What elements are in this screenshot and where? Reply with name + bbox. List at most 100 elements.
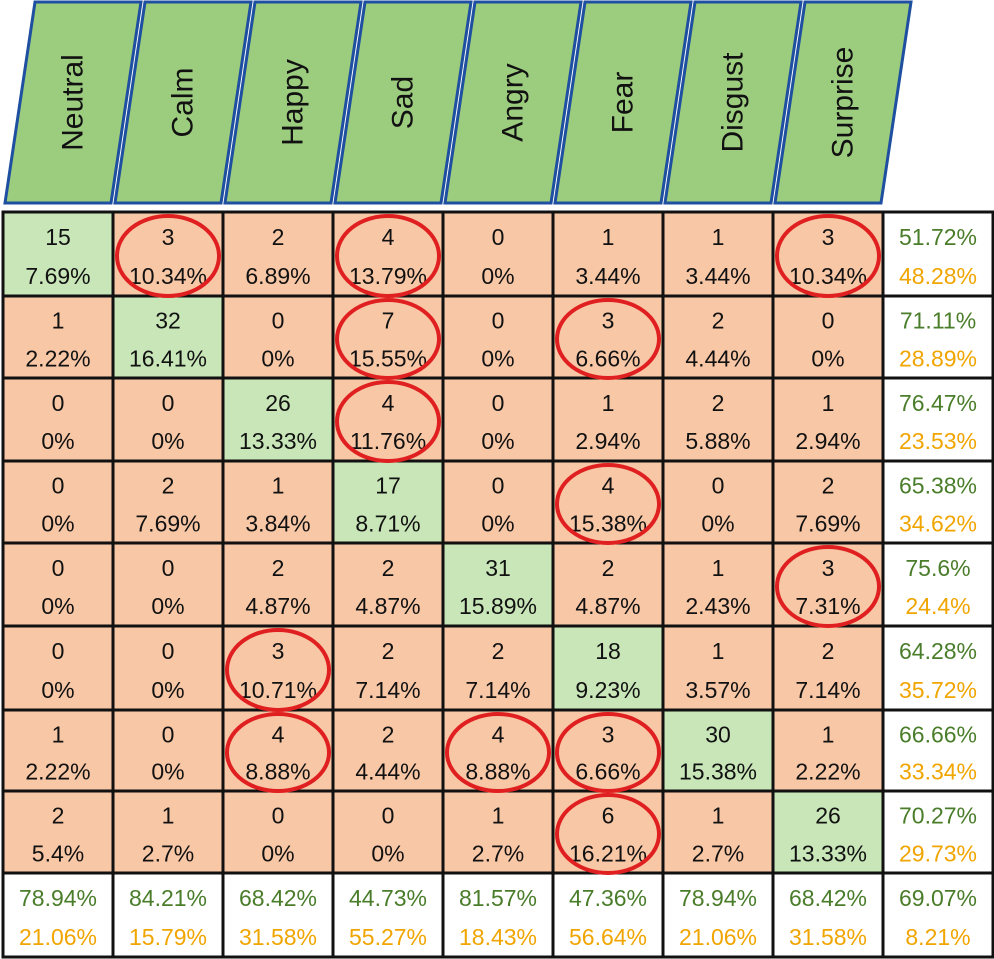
row-summary-0-count: 51.72% xyxy=(899,224,977,250)
header-calm-shape xyxy=(113,0,253,205)
col-summary-3-percent: 55.27% xyxy=(349,924,427,950)
cell-r2-c4-count: 0 xyxy=(492,390,505,416)
column-headers: Neutral Calm Happy Sad Angry Fear Disgust Surpr… xyxy=(3,0,913,205)
cell-r2-c0-count: 0 xyxy=(52,390,65,416)
cell-r1-c1-percent: 16.41% xyxy=(129,345,207,371)
cell-r1-c3-percent: 15.55% xyxy=(349,345,427,371)
cell-r4-c6-bg xyxy=(661,541,775,628)
col-summary-0-bg xyxy=(1,871,115,959)
cell-r0-c3-percent: 13.79% xyxy=(349,263,427,289)
overall-summary-count: 69.07% xyxy=(899,885,977,911)
cell-r4-c2-count: 2 xyxy=(272,555,285,581)
overall-summary-percent: 8.21% xyxy=(905,924,970,950)
cell-r3-c2-count: 1 xyxy=(272,473,285,499)
header-disgust-shape xyxy=(663,0,803,205)
row-summary-7-percent: 29.73% xyxy=(899,840,977,866)
cell-r3-c0-percent: 0% xyxy=(41,510,74,536)
cell-r1-c6-percent: 4.44% xyxy=(685,345,750,371)
cell-r3-c3-count: 17 xyxy=(375,473,401,499)
highlight-circle-r3-c5 xyxy=(555,463,661,545)
matrix-grid: 15 7.69% 3 10.34% 2 6.89% 4 13.79% 0 0% 1 3.44% 1 3.4… xyxy=(1,210,994,959)
cell-r6-c3-count: 2 xyxy=(382,721,395,747)
cell-r0-c2-percent: 6.89% xyxy=(245,263,310,289)
cell-r0-c1-percent: 10.34% xyxy=(129,263,207,289)
row-summary-0-percent: 48.28% xyxy=(899,263,977,289)
cell-r3-c1-count: 2 xyxy=(162,473,175,499)
header-happy-shape xyxy=(223,0,363,205)
highlight-circle-r6-c5 xyxy=(555,712,661,793)
row-summary-4-bg xyxy=(881,541,994,628)
cell-r7-c3-percent: 0% xyxy=(371,840,404,866)
cell-r2-c4-percent: 0% xyxy=(481,428,514,454)
cell-r6-c0-percent: 2.22% xyxy=(25,759,90,785)
row-summary-2-count: 76.47% xyxy=(899,390,977,416)
cell-r2-c2-count: 26 xyxy=(265,390,291,416)
cell-r6-c5-percent: 6.66% xyxy=(575,759,640,785)
cell-r0-c1-count: 3 xyxy=(162,224,175,250)
cell-r3-c4-percent: 0% xyxy=(481,510,514,536)
cell-r4-c2-percent: 4.87% xyxy=(245,593,310,619)
cell-r5-c0-percent: 0% xyxy=(41,677,74,703)
cell-r2-c2-bg xyxy=(221,376,335,463)
cell-r5-c4-percent: 7.14% xyxy=(465,677,530,703)
col-summary-0-percent: 21.06% xyxy=(19,924,97,950)
cell-r6-c7-count: 1 xyxy=(822,721,835,747)
cell-r7-c6-percent: 2.7% xyxy=(692,840,744,866)
cell-r1-c7-count: 0 xyxy=(822,308,835,334)
col-summary-5-percent: 56.64% xyxy=(569,924,647,950)
highlight-circle-r6-c4 xyxy=(445,712,551,793)
cell-r5-c1-percent: 0% xyxy=(151,677,184,703)
cell-r1-c6-count: 2 xyxy=(712,308,725,334)
highlight-circle-r0-c7 xyxy=(775,214,881,298)
cell-r7-c0-bg xyxy=(1,789,115,875)
cell-r3-c6-percent: 0% xyxy=(701,510,734,536)
row-summary-4-count: 75.6% xyxy=(905,555,970,581)
cell-r4-c0-percent: 0% xyxy=(41,593,74,619)
cell-r1-c4-percent: 0% xyxy=(481,345,514,371)
highlight-circle-r5-c2 xyxy=(225,628,331,712)
col-summary-4-count: 81.57% xyxy=(459,885,537,911)
cell-r1-c5-percent: 6.66% xyxy=(575,345,640,371)
cell-r2-c5-percent: 2.94% xyxy=(575,428,640,454)
col-summary-1-bg xyxy=(111,871,225,959)
cell-r4-c0-count: 0 xyxy=(52,555,65,581)
highlight-circles xyxy=(115,214,881,875)
cell-r2-c7-count: 1 xyxy=(822,390,835,416)
cell-r5-c7-percent: 7.14% xyxy=(795,677,860,703)
cell-r7-c2-count: 0 xyxy=(272,803,285,829)
col-summary-6-bg xyxy=(661,871,775,959)
cell-r5-c7-count: 2 xyxy=(822,638,835,664)
cell-r3-c6-count: 0 xyxy=(712,473,725,499)
highlight-circle-r4-c7 xyxy=(775,545,881,628)
row-summary-2-percent: 23.53% xyxy=(899,428,977,454)
cell-r0-c5-count: 1 xyxy=(602,224,615,250)
cell-r5-c6-percent: 3.57% xyxy=(685,677,750,703)
cell-r6-c3-bg xyxy=(331,708,445,793)
cell-r4-c7-count: 3 xyxy=(822,555,835,581)
row-summary-5-bg xyxy=(881,624,994,712)
col-summary-4-percent: 18.43% xyxy=(459,924,537,950)
header-disgust-label: Disgust xyxy=(717,52,750,153)
cell-r5-c4-count: 2 xyxy=(492,638,505,664)
cell-r4-c4-bg xyxy=(441,541,555,628)
cell-r7-c2-percent: 0% xyxy=(261,840,294,866)
cell-r3-c3-bg xyxy=(331,459,445,545)
cell-r2-c1-count: 0 xyxy=(162,390,175,416)
cell-r7-c5-count: 6 xyxy=(602,803,615,829)
row-summary-1-percent: 28.89% xyxy=(899,345,977,371)
cell-r2-c6-count: 2 xyxy=(712,390,725,416)
cell-r7-c4-percent: 2.7% xyxy=(472,840,524,866)
cell-r4-c0-bg xyxy=(1,541,115,628)
cell-r3-c1-percent: 7.69% xyxy=(135,510,200,536)
cell-r1-c2-percent: 0% xyxy=(261,345,294,371)
highlight-circle-r1-c3 xyxy=(335,298,441,380)
cell-r5-c1-bg xyxy=(111,624,225,712)
cell-r5-c3-percent: 7.14% xyxy=(355,677,420,703)
col-summary-6-percent: 21.06% xyxy=(679,924,757,950)
cell-r7-c7-count: 26 xyxy=(815,803,841,829)
col-summary-5-count: 47.36% xyxy=(569,885,647,911)
cell-r7-c3-count: 0 xyxy=(382,803,395,829)
cell-r1-c0-bg xyxy=(1,294,115,380)
cell-r4-c3-percent: 4.87% xyxy=(355,593,420,619)
